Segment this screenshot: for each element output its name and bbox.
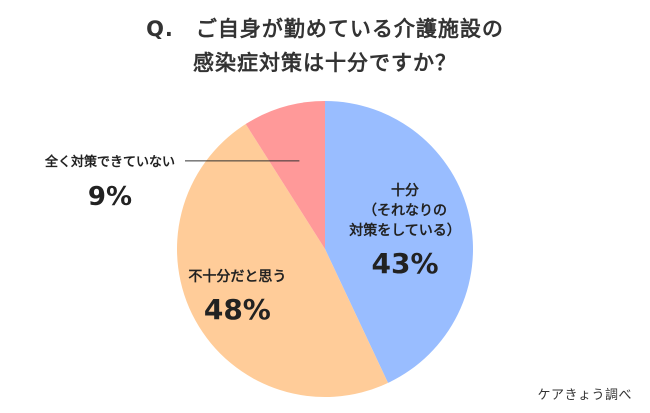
title-prefix: Q. [146,17,174,41]
pie-slice-2 [245,101,325,249]
slice-0-value: 43% [372,247,439,280]
title-line-2: 感染症対策は十分ですか？ [193,51,457,75]
slice-1-value: 48% [204,293,271,326]
slice-1-label-line-0: 不十分だと思う [188,268,286,285]
title-line-1-text: ご自身が勤めている介護施設の [195,17,504,41]
pie-slice-0 [325,101,473,383]
slice-2-label: 全く対策できていない [44,154,175,170]
pie-slice-1 [176,124,389,398]
chart-title: Q. ご自身が勤めている介護施設の 感染症対策は十分ですか？ [0,12,650,80]
slice-0-label-line-1: （それなりの [363,203,447,219]
slice-0-label-line-2: 対策をしている） [348,222,461,239]
title-line-1: Q. ご自身が勤めている介護施設の [0,12,650,46]
source-note: ケアきょう調べ [537,388,632,403]
slice-0-label-line-0: 十分 [391,182,419,199]
slice-2-value: 9% [88,182,132,212]
